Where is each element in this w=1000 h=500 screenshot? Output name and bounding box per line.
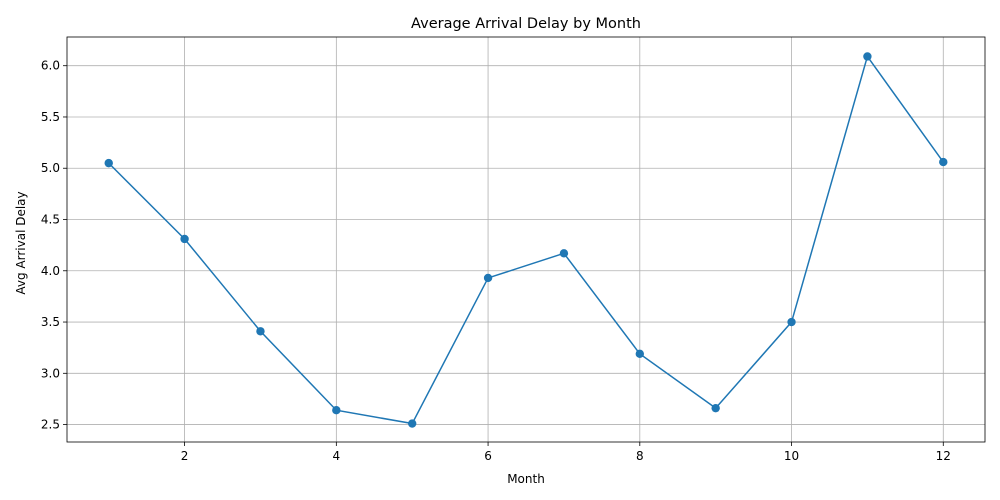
- data-point: [180, 234, 189, 244]
- data-point: [711, 403, 720, 413]
- axes: 2 4 6 8 10 12 2.5 3.0 3.5 4.0 4.5 5.0 5.5 6.0: [41, 36, 986, 463]
- y-tick-label: 5.0: [41, 161, 60, 175]
- data-point: [939, 157, 948, 167]
- y-tick-label: 5.5: [41, 110, 60, 124]
- x-tick-label: 12: [936, 449, 951, 463]
- grid-lines: [67, 37, 985, 442]
- x-tick-label: 2: [181, 449, 189, 463]
- chart-title: Average Arrival Delay by Month: [411, 16, 641, 32]
- x-tick-label: 4: [333, 449, 341, 463]
- data-point: [104, 158, 113, 168]
- data-point: [559, 249, 569, 258]
- y-tick-label: 4.0: [41, 264, 60, 278]
- data-point: [332, 406, 341, 415]
- x-tick-label: 6: [484, 449, 492, 463]
- y-tick-label: 3.5: [41, 315, 60, 329]
- data-point: [256, 327, 265, 336]
- data-point: [787, 317, 796, 327]
- plot-frame: [66, 36, 986, 443]
- x-tick-label: 8: [636, 449, 644, 463]
- y-tick-label: 3.0: [41, 366, 60, 380]
- data-point: [407, 419, 417, 428]
- series: [104, 52, 948, 428]
- y-tick-label: 2.5: [41, 418, 60, 432]
- x-tick-label: 10: [784, 449, 799, 463]
- data-point: [863, 52, 872, 61]
- y-axis-label: Avg Arrival Delay: [14, 191, 28, 294]
- y-tick-label: 4.5: [41, 213, 60, 227]
- x-axis-label: Month: [507, 472, 545, 486]
- data-point: [483, 273, 493, 283]
- y-tick-label: 6.0: [41, 59, 60, 73]
- data-point: [635, 349, 645, 359]
- series-line: [108, 54, 944, 425]
